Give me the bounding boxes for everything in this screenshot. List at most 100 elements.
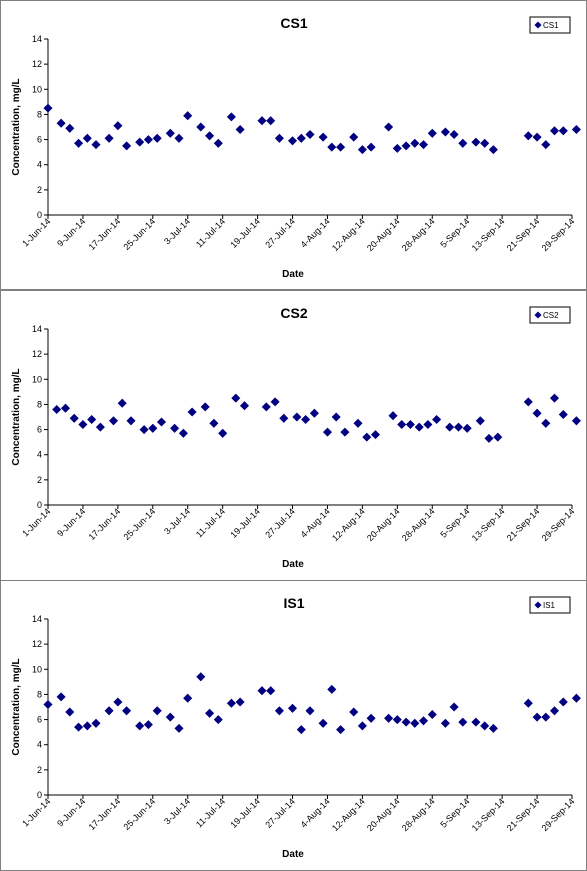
data-point <box>209 418 219 428</box>
x-tick-label: 21-Sep-14 <box>505 216 542 253</box>
x-tick-label: 27-Jul-14 <box>263 796 297 830</box>
data-point <box>279 413 289 423</box>
data-point <box>170 423 180 433</box>
data-point <box>493 432 503 442</box>
x-tick-label: 11-Jul-14 <box>194 506 227 539</box>
data-point <box>523 397 533 407</box>
x-tick-label: 9-Jun-14 <box>55 216 87 248</box>
data-point <box>549 126 560 136</box>
data-point <box>488 723 498 733</box>
data-point <box>549 706 560 716</box>
chart-panel-cs2: CS2 0 2 4 6 8 10 12 14 1-Jun-14 9-Jun-14 17-Jun-14 2… <box>0 290 587 581</box>
x-tick-label: 5-Sep-14 <box>438 506 471 539</box>
data-point <box>523 698 533 708</box>
data-point <box>571 693 581 703</box>
legend: CS1 <box>529 16 571 34</box>
x-tick-label: 1-Jun-14 <box>20 796 52 828</box>
data-point <box>52 404 62 415</box>
data-point <box>558 409 568 420</box>
y-tick-label: 4 <box>37 740 42 750</box>
y-tick-label: 0 <box>37 210 42 220</box>
data-point <box>139 425 149 435</box>
data-point <box>113 697 123 707</box>
data-point <box>388 411 398 421</box>
x-tick-label: 20-Aug-14 <box>365 796 402 833</box>
x-tick-label: 12-Aug-14 <box>330 216 367 253</box>
data-point <box>274 133 284 143</box>
y-tick-label: 6 <box>37 715 42 725</box>
data-point <box>410 138 420 148</box>
data-point <box>384 713 394 723</box>
data-point <box>87 414 97 425</box>
x-tick-label: 25-Jun-14 <box>121 506 157 542</box>
data-point <box>292 412 302 422</box>
y-axis-label: Concentration, mg/L <box>11 658 22 755</box>
y-tick-label: 0 <box>37 500 42 510</box>
data-point <box>108 416 119 426</box>
x-tick-label: 25-Jun-14 <box>121 796 157 832</box>
data-point <box>226 698 236 708</box>
data-point <box>445 422 455 432</box>
data-point <box>56 692 66 702</box>
chart-title: CS1 <box>280 15 307 31</box>
data-point <box>309 408 319 418</box>
data-point <box>558 126 568 136</box>
x-tick-label: 19-Jul-14 <box>228 796 262 830</box>
data-point <box>453 422 464 432</box>
data-point <box>257 116 267 126</box>
data-point <box>165 128 175 138</box>
data-point <box>532 132 542 142</box>
data-point <box>475 416 485 426</box>
x-axis-label: Date <box>282 559 304 570</box>
legend-marker <box>534 601 542 609</box>
legend: IS1 <box>529 596 571 614</box>
data-point <box>200 402 210 412</box>
data-point <box>196 122 206 132</box>
x-tick-label: 9-Jun-14 <box>55 796 87 828</box>
data-point <box>370 430 381 440</box>
data-point <box>270 397 280 407</box>
data-point <box>418 716 429 726</box>
data-point <box>366 142 376 152</box>
legend-label: CS1 <box>543 21 559 30</box>
x-axis-label: Date <box>282 849 304 860</box>
y-tick-label: 4 <box>37 450 42 460</box>
data-point <box>196 672 206 682</box>
data-point <box>235 697 245 707</box>
x-tick-label: 21-Sep-14 <box>505 506 542 543</box>
y-tick-label: 10 <box>32 84 42 94</box>
x-tick-label: 1-Jun-14 <box>20 506 52 538</box>
data-point <box>231 393 241 403</box>
data-point <box>353 418 363 428</box>
data-point <box>152 133 162 143</box>
data-point <box>82 133 92 143</box>
data-point <box>235 124 245 135</box>
y-axis-label: Concentration, mg/L <box>11 78 22 175</box>
data-point <box>43 103 53 113</box>
data-point <box>183 693 193 703</box>
x-tick-label: 28-Aug-14 <box>400 216 437 253</box>
chart-panel-cs1: CS1 0 2 4 6 8 10 12 14 1-Jun-14 9-Jun-14 17-Jun-14 2… <box>0 0 587 290</box>
x-tick-label: 29-Sep-14 <box>540 216 577 253</box>
data-point <box>440 718 450 728</box>
data-point <box>135 137 145 147</box>
data-point <box>296 133 306 143</box>
data-point <box>113 121 123 131</box>
data-point <box>571 124 581 135</box>
data-point <box>392 143 402 153</box>
data-point <box>449 129 459 140</box>
data-point <box>143 135 153 145</box>
data-point <box>287 703 298 713</box>
data-point <box>392 715 402 725</box>
legend-label: IS1 <box>543 601 556 610</box>
data-point <box>156 417 167 427</box>
data-point <box>322 427 333 437</box>
data-point <box>287 136 298 146</box>
x-tick-label: 25-Jun-14 <box>121 216 157 252</box>
x-tick-label: 4-Aug-14 <box>299 216 332 249</box>
data-point <box>541 418 551 428</box>
legend-marker <box>534 311 542 319</box>
x-tick-label: 11-Jul-14 <box>194 796 227 829</box>
y-tick-label: 12 <box>32 639 42 649</box>
